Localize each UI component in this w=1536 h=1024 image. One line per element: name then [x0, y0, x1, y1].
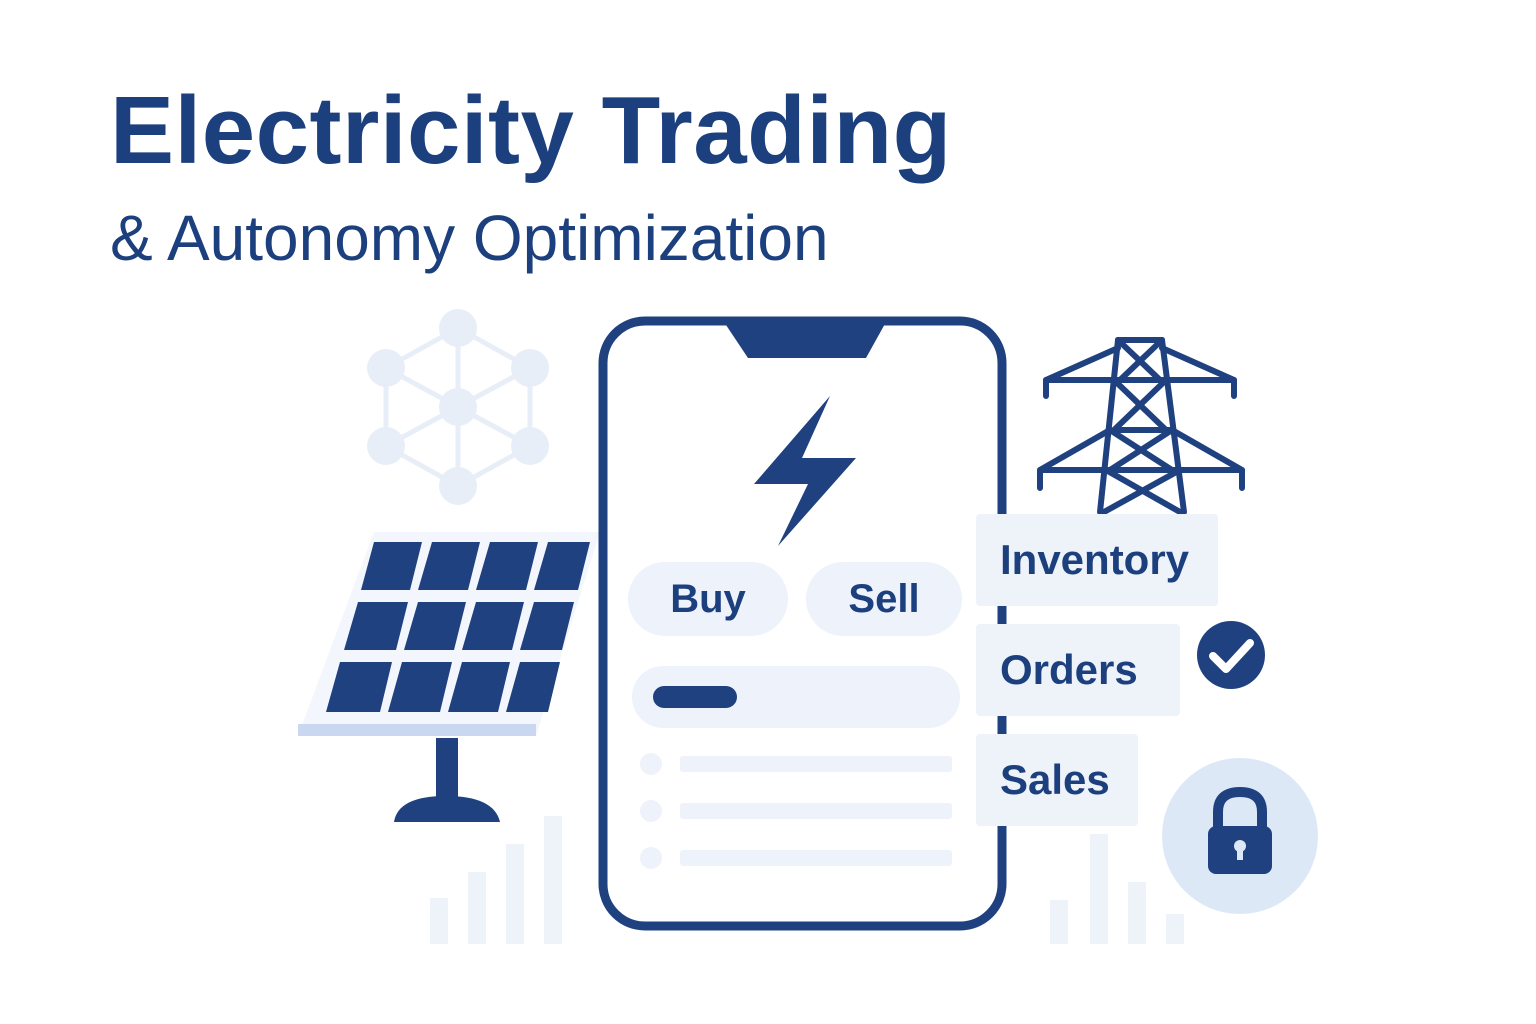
check-icon — [1197, 621, 1265, 689]
page-subtitle: & Autonomy Optimization — [110, 202, 829, 274]
progress-field — [632, 666, 960, 728]
sell-button[interactable]: Sell — [806, 562, 962, 636]
solar-panel-icon — [298, 532, 600, 822]
power-tower-icon — [1037, 337, 1245, 515]
list-rows — [640, 753, 952, 869]
menu-item-sales[interactable]: Sales — [976, 734, 1138, 826]
page-title: Electricity Trading — [110, 77, 952, 184]
buy-button[interactable]: Buy — [628, 562, 788, 636]
bar-chart-icon — [1050, 834, 1184, 944]
menu-item-orders[interactable]: Orders — [976, 624, 1180, 716]
menu-item-inventory[interactable]: Inventory — [976, 514, 1218, 606]
network-icon — [367, 309, 549, 505]
lock-icon — [1162, 758, 1318, 914]
bar-chart-icon — [430, 816, 562, 944]
lightning-bolt-icon — [754, 396, 856, 546]
phone-frame — [598, 316, 1007, 931]
